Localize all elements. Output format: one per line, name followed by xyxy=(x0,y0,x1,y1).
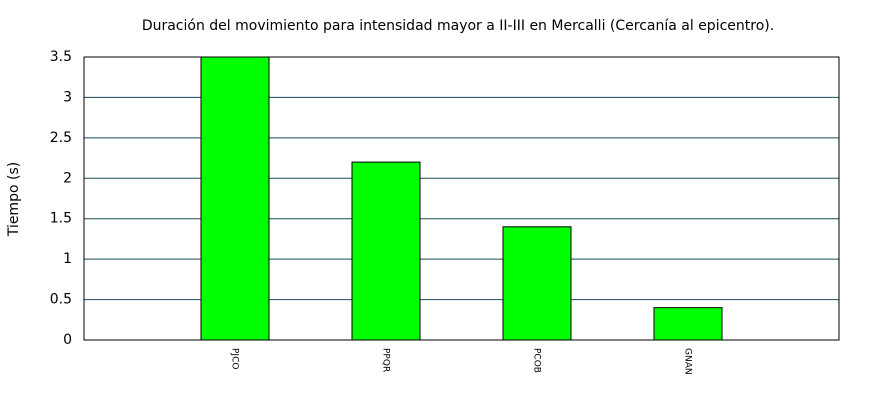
y-tick-label: 1.5 xyxy=(50,211,72,227)
x-tick-label: PCOB xyxy=(532,348,542,373)
y-tick-label: 2.5 xyxy=(50,130,72,146)
x-tick-label: PPQR xyxy=(381,348,391,372)
x-tick-label: GNAN xyxy=(683,348,693,375)
bar xyxy=(351,161,421,341)
bar xyxy=(502,226,572,341)
bar xyxy=(200,56,270,341)
y-tick-label: 3 xyxy=(63,89,72,105)
y-tick-label: 1 xyxy=(63,251,72,267)
y-tick-label: 0.5 xyxy=(50,292,72,308)
y-axis-label: Tiempo (s) xyxy=(6,162,22,237)
chart-title: Duración del movimiento para intensidad … xyxy=(142,18,774,34)
y-tick-label: 0 xyxy=(63,332,72,348)
bar xyxy=(653,307,723,341)
y-tick-label: 2 xyxy=(63,170,72,186)
plot-frame xyxy=(83,56,840,341)
x-tick-label: PJCO xyxy=(230,348,240,369)
y-tick-label: 3.5 xyxy=(50,49,72,65)
